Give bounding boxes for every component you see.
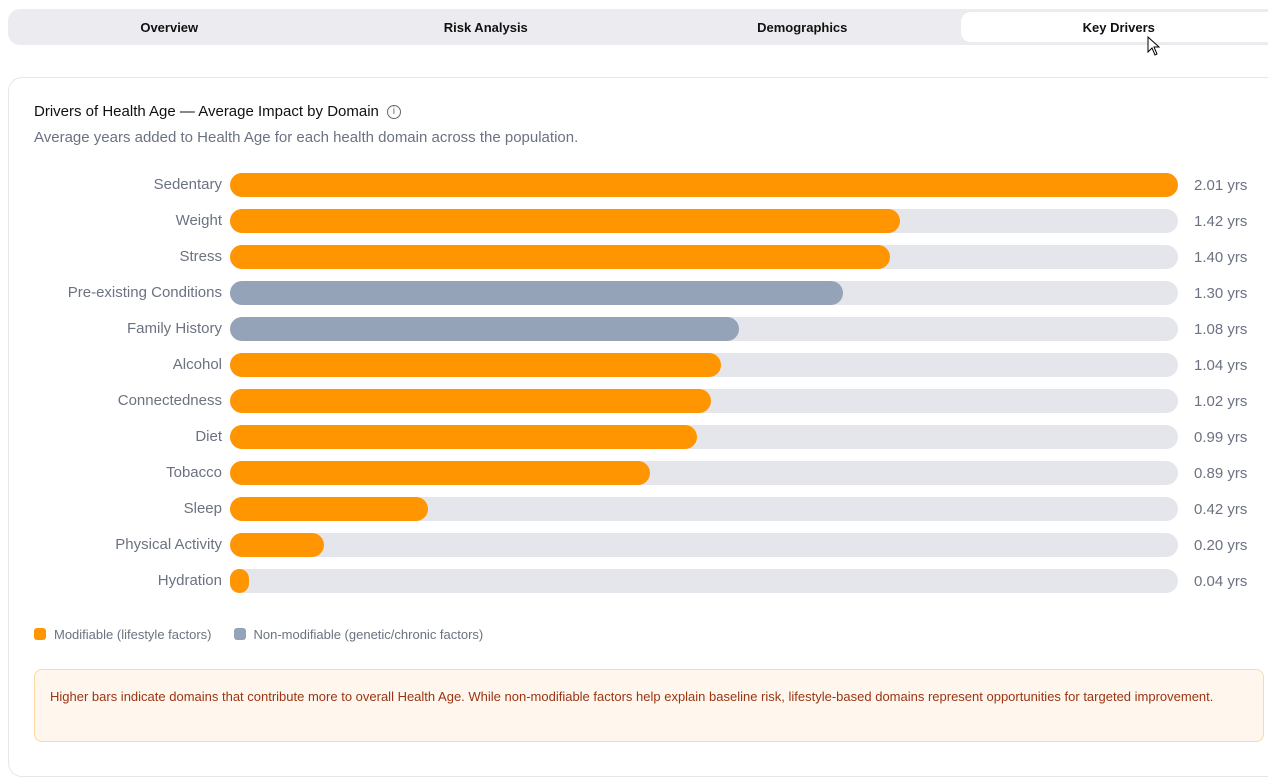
drivers-card: Drivers of Health Age — Average Impact b… bbox=[8, 77, 1268, 777]
bar-track bbox=[230, 461, 1178, 485]
bar bbox=[230, 389, 711, 413]
bar-track bbox=[230, 281, 1178, 305]
bar-value-label: 1.08 yrs bbox=[1194, 321, 1247, 338]
tab-key-drivers[interactable]: Key Drivers bbox=[961, 12, 1268, 42]
bar-row: Pre-existing Conditions 1.30 yrs bbox=[9, 281, 1268, 305]
bar-value-label: 0.04 yrs bbox=[1194, 573, 1247, 590]
bar-track bbox=[230, 497, 1178, 521]
bar-label: Sleep bbox=[184, 500, 222, 517]
bar-row: Connectedness 1.02 yrs bbox=[9, 389, 1268, 413]
bar-row: Alcohol 1.04 yrs bbox=[9, 353, 1268, 377]
bar-row: Sleep 0.42 yrs bbox=[9, 497, 1268, 521]
bar-value-label: 1.42 yrs bbox=[1194, 213, 1247, 230]
bar-value-label: 0.89 yrs bbox=[1194, 465, 1247, 482]
mouse-cursor-icon bbox=[1147, 36, 1161, 56]
bar bbox=[230, 317, 739, 341]
legend-label: Modifiable (lifestyle factors) bbox=[54, 627, 212, 642]
bar-track bbox=[230, 533, 1178, 557]
bar bbox=[230, 425, 697, 449]
bar-label: Alcohol bbox=[173, 356, 222, 373]
bar-label: Diet bbox=[195, 428, 222, 445]
chart-title-row: Drivers of Health Age — Average Impact b… bbox=[34, 103, 401, 120]
tab-overview[interactable]: Overview bbox=[11, 12, 328, 42]
bar-label: Connectedness bbox=[118, 392, 222, 409]
bar bbox=[230, 209, 900, 233]
bar-value-label: 0.20 yrs bbox=[1194, 537, 1247, 554]
bar-row: Sedentary 2.01 yrs bbox=[9, 173, 1268, 197]
info-icon[interactable]: i bbox=[387, 105, 401, 119]
legend-non-modifiable: Non-modifiable (genetic/chronic factors) bbox=[234, 627, 484, 642]
bar bbox=[230, 245, 890, 269]
chart-title: Drivers of Health Age — Average Impact b… bbox=[34, 103, 379, 120]
legend: Modifiable (lifestyle factors) Non-modif… bbox=[34, 627, 483, 642]
bar bbox=[230, 497, 428, 521]
bar-label: Hydration bbox=[158, 572, 222, 589]
info-note: Higher bars indicate domains that contri… bbox=[34, 669, 1264, 742]
bar-value-label: 1.30 yrs bbox=[1194, 285, 1247, 302]
chart-subtitle: Average years added to Health Age for ea… bbox=[34, 129, 578, 146]
bar-label: Physical Activity bbox=[115, 536, 222, 553]
bar-label: Weight bbox=[176, 212, 222, 229]
bar-label: Stress bbox=[179, 248, 222, 265]
bar-value-label: 1.04 yrs bbox=[1194, 357, 1247, 374]
bar-track bbox=[230, 245, 1178, 269]
bar-value-label: 0.42 yrs bbox=[1194, 501, 1247, 518]
bar-row: Tobacco 0.89 yrs bbox=[9, 461, 1268, 485]
bar-value-label: 1.40 yrs bbox=[1194, 249, 1247, 266]
bar-value-label: 0.99 yrs bbox=[1194, 429, 1247, 446]
bar-track bbox=[230, 425, 1178, 449]
bar-row: Family History 1.08 yrs bbox=[9, 317, 1268, 341]
bar-track bbox=[230, 173, 1178, 197]
legend-swatch-non-modifiable bbox=[234, 628, 246, 640]
bar bbox=[230, 353, 721, 377]
bar-track bbox=[230, 209, 1178, 233]
bar-value-label: 1.02 yrs bbox=[1194, 393, 1247, 410]
tab-bar: Overview Risk Analysis Demographics Key … bbox=[8, 9, 1268, 45]
bar-row: Weight 1.42 yrs bbox=[9, 209, 1268, 233]
bar-label: Tobacco bbox=[166, 464, 222, 481]
bar bbox=[230, 173, 1178, 197]
bar-label: Sedentary bbox=[154, 176, 222, 193]
bar bbox=[230, 461, 650, 485]
bar-track bbox=[230, 317, 1178, 341]
legend-label: Non-modifiable (genetic/chronic factors) bbox=[254, 627, 484, 642]
bar-row: Stress 1.40 yrs bbox=[9, 245, 1268, 269]
bar-label: Pre-existing Conditions bbox=[68, 284, 222, 301]
bar-row: Diet 0.99 yrs bbox=[9, 425, 1268, 449]
bar-track bbox=[230, 353, 1178, 377]
tab-risk-analysis[interactable]: Risk Analysis bbox=[328, 12, 645, 42]
bar-track bbox=[230, 389, 1178, 413]
tab-demographics[interactable]: Demographics bbox=[644, 12, 961, 42]
bar bbox=[230, 281, 843, 305]
bar bbox=[230, 569, 249, 593]
legend-modifiable: Modifiable (lifestyle factors) bbox=[34, 627, 212, 642]
legend-swatch-modifiable bbox=[34, 628, 46, 640]
bar-row: Hydration 0.04 yrs bbox=[9, 569, 1268, 593]
bar-value-label: 2.01 yrs bbox=[1194, 177, 1247, 194]
bar-track bbox=[230, 569, 1178, 593]
bar-row: Physical Activity 0.20 yrs bbox=[9, 533, 1268, 557]
bar bbox=[230, 533, 324, 557]
bar-label: Family History bbox=[127, 320, 222, 337]
